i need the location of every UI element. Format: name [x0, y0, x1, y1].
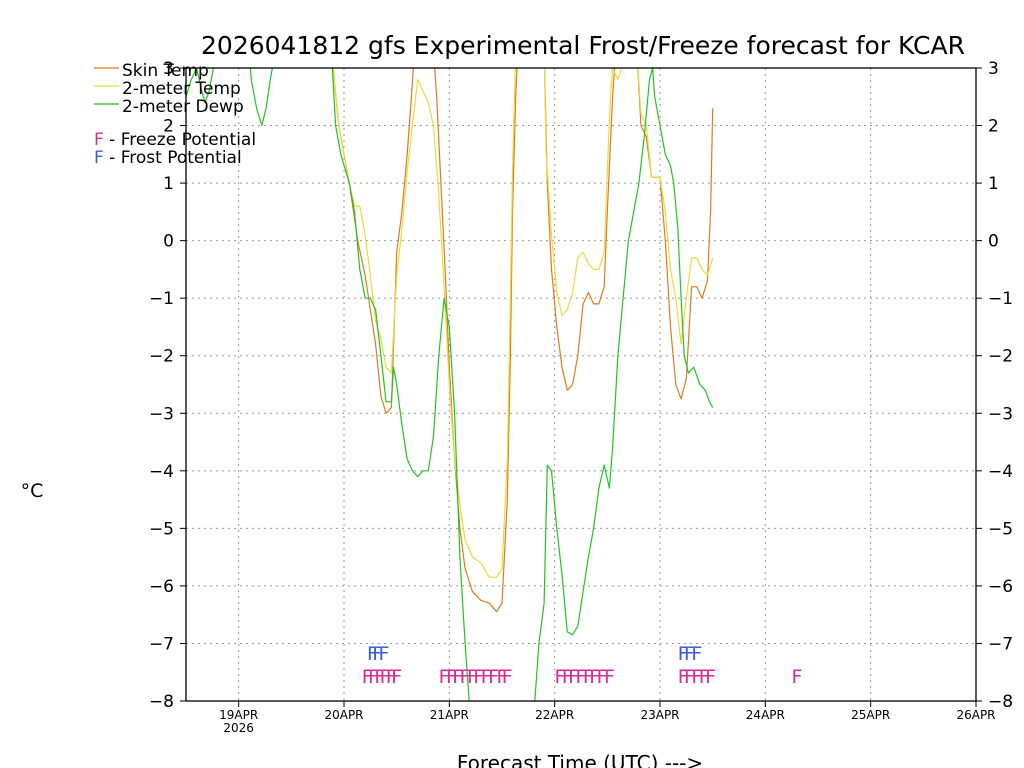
- freeze-potential-marker: F: [705, 666, 716, 688]
- y-tick-label: 2: [163, 117, 174, 137]
- legend-label-2m-temp: 2-meter Temp: [122, 79, 241, 99]
- x-tick-sublabel: 2026: [223, 721, 254, 735]
- y-tick-label: −4: [149, 462, 174, 482]
- y-tick-label-right: −5: [988, 519, 1013, 539]
- freeze-potential-marker: F: [678, 666, 689, 688]
- y-tick-label: 0: [163, 232, 174, 252]
- freeze-potential-marker: F: [488, 666, 499, 688]
- freeze-potential-marker: F: [460, 666, 471, 688]
- frost-potential-marker: F: [684, 643, 695, 665]
- y-tick-label: −5: [149, 519, 174, 539]
- legend-label-skin-temp: Skin Temp: [122, 61, 209, 81]
- chart-title: 2026041812 gfs Experimental Frost/Freeze…: [201, 31, 965, 60]
- freeze-potential-marker: F: [452, 666, 463, 688]
- x-axis-label: Forecast Time (UTC) --->: [457, 751, 703, 768]
- legend-frost-potential: F - Frost Potential: [94, 148, 242, 168]
- y-tick-label-right: 2: [988, 117, 999, 137]
- y-tick-label-right: −2: [988, 347, 1013, 367]
- y-tick-label: 3: [163, 59, 174, 79]
- y-tick-label-right: −4: [988, 462, 1013, 482]
- x-tick-label: 26APR: [956, 708, 995, 722]
- freeze-potential-marker: F: [576, 666, 587, 688]
- freeze-potential-marker: F: [380, 666, 391, 688]
- freeze-potential-marker: F: [589, 666, 600, 688]
- freeze-potential-marker: F: [497, 666, 508, 688]
- freeze-potential-marker: F: [362, 666, 373, 688]
- freeze-potential-marker: F: [699, 666, 710, 688]
- frost-potential-marker: F: [379, 643, 390, 665]
- x-tick-label: 22APR: [535, 708, 574, 722]
- frost-potential-marker: F: [372, 643, 383, 665]
- legend-freeze-potential: F - Freeze Potential: [94, 130, 256, 150]
- frost-potential-marker: F: [691, 643, 702, 665]
- y-axis-left: −8 −7 −6 −5 −4 −3 −2 −1 0 1 2 3: [149, 59, 186, 712]
- series-line-2-meter-dewp: [186, 68, 714, 701]
- x-tick-label: 25APR: [851, 708, 890, 722]
- plot-frame: [185, 67, 977, 702]
- y-axis-label: °C: [21, 480, 44, 502]
- series-line-skin-temp: [332, 68, 714, 613]
- legend: Skin Temp 2-meter Temp 2-meter Dewp F - …: [94, 61, 256, 168]
- freeze-potential-marker: F: [473, 666, 484, 688]
- y-tick-label: −1: [149, 289, 174, 309]
- y-tick-label-right: 1: [988, 174, 999, 194]
- y-tick-label: 1: [163, 174, 174, 194]
- freeze-potential-marker: F: [467, 666, 478, 688]
- frost-potential-marker: F: [678, 643, 689, 665]
- freeze-potential-marker: F: [554, 666, 565, 688]
- freeze-potential-marker: F: [691, 666, 702, 688]
- freeze-potential-marker: F: [502, 666, 513, 688]
- freeze-potential-marker: F: [446, 666, 457, 688]
- y-tick-label-right: −8: [988, 692, 1013, 712]
- x-tick-label: 21APR: [430, 708, 469, 722]
- series-lines: [186, 68, 714, 701]
- freeze-potential-marker: F: [374, 666, 385, 688]
- y-tick-label: −3: [149, 404, 174, 424]
- freeze-potential-marker: F: [568, 666, 579, 688]
- y-tick-label-right: −3: [988, 404, 1013, 424]
- y-tick-label-right: −6: [988, 577, 1013, 597]
- freeze-potential-marker: F: [481, 666, 492, 688]
- freeze-potential-marker: F: [368, 666, 379, 688]
- x-tick-label: 19APR: [219, 708, 258, 722]
- y-tick-label-right: −7: [988, 634, 1013, 654]
- freeze-potential-marker: F: [583, 666, 594, 688]
- y-tick-label: −7: [149, 634, 174, 654]
- frost-potential-marker: F: [367, 643, 378, 665]
- freeze-potential-marker: F: [791, 666, 802, 688]
- freeze-potential-marker: F: [439, 666, 450, 688]
- y-tick-label-right: −1: [988, 289, 1013, 309]
- freeze-potential-marker: F: [386, 666, 397, 688]
- freeze-potential-marker: F: [604, 666, 615, 688]
- freeze-potential-marker: F: [391, 666, 402, 688]
- freeze-potential-marker: F: [597, 666, 608, 688]
- legend-label-2m-dewp: 2-meter Dewp: [122, 97, 244, 117]
- x-tick-label: 24APR: [746, 708, 785, 722]
- y-tick-label-right: 3: [988, 59, 999, 79]
- series-line-2-meter-temp: [332, 68, 714, 578]
- x-tick-label: 20APR: [324, 708, 363, 722]
- freeze-potential-marker: F: [562, 666, 573, 688]
- y-axis-right: −8 −7 −6 −5 −4 −3 −2 −1 0 1 2 3: [976, 59, 1013, 712]
- y-tick-label: −6: [149, 577, 174, 597]
- freeze-potential-marker: F: [684, 666, 695, 688]
- y-tick-label-right: 0: [988, 232, 999, 252]
- y-tick-label: −8: [149, 692, 174, 712]
- x-tick-label: 23APR: [640, 708, 679, 722]
- y-tick-label: −2: [149, 347, 174, 367]
